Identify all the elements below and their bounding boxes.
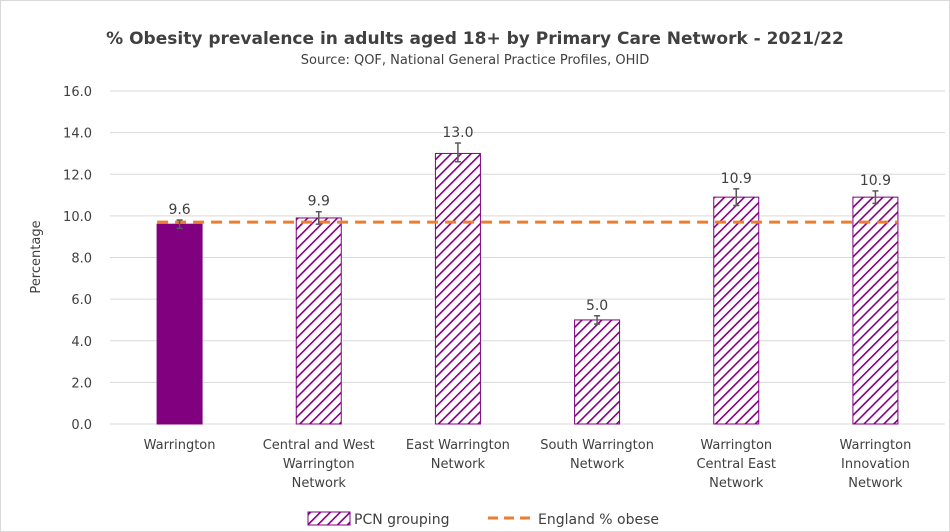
x-tick-label: Central and West (263, 438, 375, 453)
y-tick-label: 8.0 (71, 252, 92, 267)
x-tick-label: Warrington (839, 438, 911, 453)
error-bar (454, 142, 461, 163)
y-tick-label: 4.0 (71, 335, 92, 350)
data-label: 13.0 (442, 125, 473, 141)
y-tick-label: 6.0 (71, 293, 92, 308)
data-label: 9.9 (308, 194, 330, 210)
x-tick-label: Innovation (841, 457, 910, 472)
bar (156, 223, 203, 425)
x-tick-label: Central East (696, 457, 776, 472)
legend-swatch-pcn-grouping (307, 511, 351, 526)
bar (295, 217, 342, 425)
x-axis-categories: Warrington Central and West Warrington Netw… (144, 438, 912, 491)
data-labels: 9.6 9.9 13.0 5.0 10.9 10.9 (168, 125, 891, 314)
x-tick-label: Warrington (700, 438, 772, 453)
legend: PCN grouping England % obese (307, 511, 659, 528)
y-tick-label: 0.0 (71, 418, 92, 433)
x-tick-label: Network (570, 457, 625, 472)
y-axis-ticks: 0.0 2.0 4.0 6.0 8.0 10.0 12.0 14.0 16.0 (63, 85, 92, 433)
error-bar (315, 210, 322, 225)
x-tick-label: Warrington (144, 438, 216, 453)
data-label: 10.9 (860, 173, 891, 189)
y-axis-label: Percentage (29, 220, 44, 293)
x-tick-label: South Warrington (540, 438, 654, 453)
chart-subtitle: Source: QOF, National General Practice P… (301, 53, 649, 68)
error-bar (733, 188, 740, 207)
data-label: 9.6 (168, 202, 190, 218)
chart-title: % Obesity prevalence in adults aged 18+ … (106, 29, 844, 49)
x-tick-label: Network (431, 457, 486, 472)
bar (852, 196, 899, 425)
bar (574, 319, 621, 425)
bar (434, 152, 481, 425)
x-tick-label: East Warrington (406, 438, 510, 453)
y-tick-label: 14.0 (63, 127, 92, 142)
y-tick-label: 16.0 (63, 85, 92, 100)
legend-label-england-obese: England % obese (538, 512, 659, 528)
data-label: 5.0 (586, 298, 608, 314)
x-tick-label: Network (709, 476, 764, 491)
y-tick-label: 2.0 (71, 376, 92, 391)
data-label: 10.9 (721, 171, 752, 187)
bar (713, 196, 760, 425)
gridlines (110, 90, 945, 425)
error-bar (176, 219, 183, 230)
x-tick-label: Network (848, 476, 903, 491)
y-tick-label: 10.0 (63, 210, 92, 225)
bars (156, 152, 899, 425)
x-tick-label: Network (292, 476, 347, 491)
error-bar (872, 190, 879, 205)
x-tick-label: Warrington (283, 457, 355, 472)
error-bars (176, 142, 879, 325)
legend-label-pcn-grouping: PCN grouping (354, 512, 449, 528)
error-bar (594, 315, 601, 325)
y-tick-label: 12.0 (63, 168, 92, 183)
